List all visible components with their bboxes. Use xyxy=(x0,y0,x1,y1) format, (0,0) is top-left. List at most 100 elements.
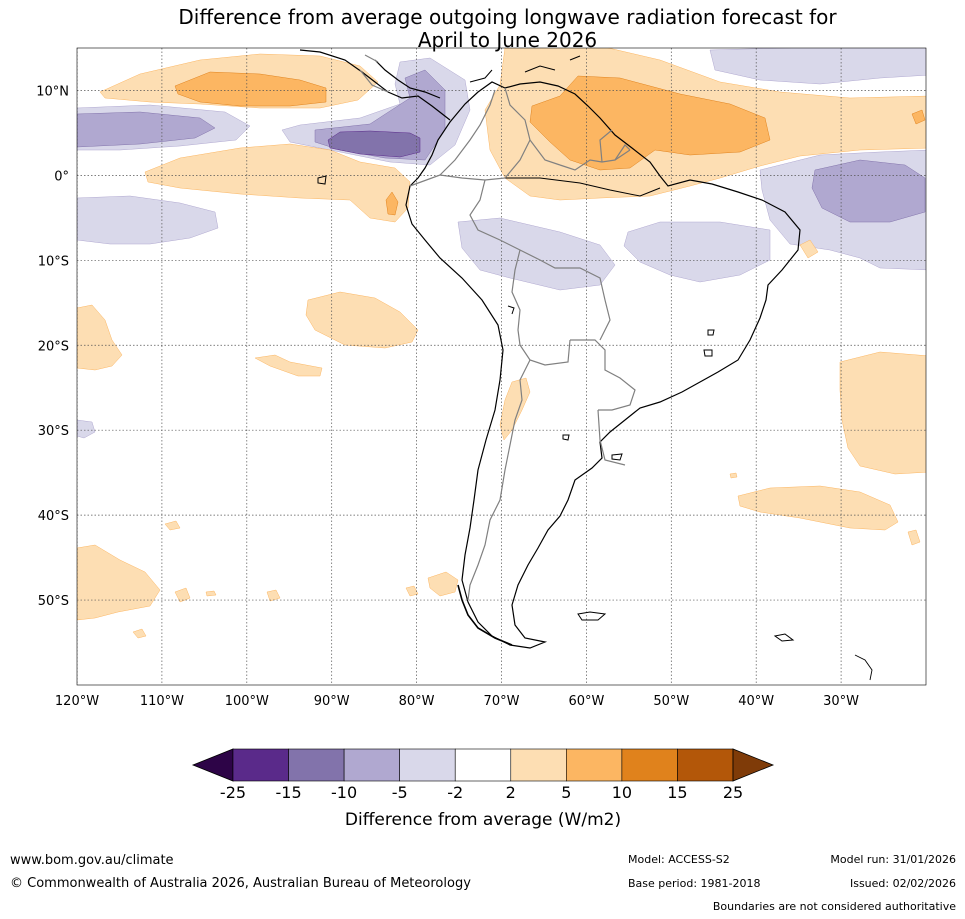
island-coastline xyxy=(577,611,607,621)
positive-anomaly-region xyxy=(132,628,147,639)
colorbar-segment xyxy=(288,748,345,782)
coastlines xyxy=(299,49,873,681)
colorbar-segment xyxy=(566,748,623,782)
colorbar: -25 -15 -10 -5 -2 2 5 10 15 25 xyxy=(191,748,775,802)
map-title-line1: Difference from average outgoing longwav… xyxy=(178,5,837,29)
positive-anomaly-region xyxy=(144,143,411,223)
country-border xyxy=(614,144,631,161)
colorbar-segment xyxy=(621,748,678,782)
island-coastline xyxy=(317,175,327,185)
colorbar-tick-label: 10 xyxy=(612,783,632,802)
positive-anomaly-region xyxy=(174,587,191,603)
country-border xyxy=(504,139,531,179)
caribbean-coastline xyxy=(569,55,581,61)
country-border xyxy=(597,409,626,466)
colorbar-segment xyxy=(677,748,734,782)
island-coastline xyxy=(773,633,795,642)
negative-anomaly-region xyxy=(709,48,926,85)
positive-anomaly-region xyxy=(164,520,181,531)
positive-anomaly-region xyxy=(205,590,217,597)
country-border xyxy=(599,129,613,163)
latitude-label: 30°S xyxy=(38,424,69,439)
positive-anomaly-region xyxy=(405,585,419,597)
longitude-label: 120°W xyxy=(55,694,99,709)
country-border xyxy=(559,149,631,171)
positive-anomaly-region xyxy=(77,544,161,621)
country-border xyxy=(570,339,636,411)
colorbar-title: Difference from average (W/m2) xyxy=(345,810,621,830)
colorbar-segment xyxy=(343,748,400,782)
latitude-label: 50°S xyxy=(38,594,69,609)
footer-copyright: © Commonwealth of Australia 2026, Austra… xyxy=(10,876,471,891)
positive-anomaly-region xyxy=(174,71,327,107)
longitude-label: 100°W xyxy=(225,694,269,709)
longitude-label: 90°W xyxy=(314,694,350,709)
latitude-label: 0° xyxy=(54,169,69,184)
footer-disclaimer: Boundaries are not considered authoritat… xyxy=(712,900,956,913)
longitude-label: 40°W xyxy=(738,694,774,709)
longitude-label: 50°W xyxy=(653,694,689,709)
negative-anomaly-region xyxy=(457,217,616,291)
lake-coastline xyxy=(611,453,623,461)
colorbar-tick-label: -15 xyxy=(275,783,301,802)
colorbar-segment xyxy=(399,748,456,782)
anomaly-field xyxy=(77,48,926,639)
positive-anomaly-region xyxy=(529,75,771,171)
positive-anomaly-region xyxy=(839,351,926,475)
positive-anomaly-region xyxy=(499,377,531,441)
longitude-label: 110°W xyxy=(140,694,184,709)
country-border xyxy=(504,87,561,166)
positive-anomaly-region xyxy=(266,589,281,602)
colorbar-segment xyxy=(232,748,289,782)
country-border xyxy=(409,174,506,187)
negative-anomaly-region xyxy=(77,111,216,148)
central-america-coastline xyxy=(374,59,441,99)
longitude-label: 30°W xyxy=(823,694,859,709)
caribbean-coastline xyxy=(469,69,493,83)
colorbar-segment xyxy=(454,748,512,782)
latitude-label: 20°S xyxy=(38,339,69,354)
country-border xyxy=(439,89,496,176)
country-border xyxy=(364,54,379,63)
lake-coastline xyxy=(562,434,570,441)
colorbar-tick-label: -25 xyxy=(220,783,246,802)
caribbean-coastline xyxy=(524,65,556,73)
country-border xyxy=(359,69,389,93)
colorbar-tick-label: -2 xyxy=(447,783,463,802)
positive-anomaly-region xyxy=(911,109,926,125)
lake-coastline xyxy=(703,349,713,357)
colorbar-tick-label: 25 xyxy=(723,783,743,802)
negative-anomaly-region xyxy=(623,221,771,283)
negative-anomaly-region xyxy=(77,419,96,439)
map-frame xyxy=(76,47,927,686)
island-coastline xyxy=(854,654,873,681)
positive-anomaly-region xyxy=(385,191,399,216)
country-border xyxy=(511,249,571,366)
negative-anomaly-region xyxy=(77,195,219,245)
south-america-coastline xyxy=(405,81,801,649)
footer-model-run: Model run: 31/01/2026 xyxy=(830,853,956,866)
footer-issued: Issued: 02/02/2026 xyxy=(849,877,956,890)
latitude-label: 40°S xyxy=(38,509,69,524)
colorbar-segment xyxy=(510,748,567,782)
colorbar-tick-label: 2 xyxy=(506,783,516,802)
positive-anomaly-region xyxy=(254,354,323,377)
colorbar-tick-label: -5 xyxy=(392,783,408,802)
lake-coastline xyxy=(707,329,715,336)
tierra-del-fuego-coastline xyxy=(457,584,513,646)
country-borders xyxy=(359,54,636,601)
colorbar-under-arrow xyxy=(191,748,234,782)
longitude-label: 80°W xyxy=(399,694,435,709)
positive-anomaly-region xyxy=(737,485,899,531)
lake-coastline xyxy=(507,305,515,315)
longitude-label: 60°W xyxy=(568,694,604,709)
colorbar-tick-label: 15 xyxy=(667,783,687,802)
country-border xyxy=(467,359,531,601)
amazon-river xyxy=(505,177,661,197)
positive-anomaly-region xyxy=(729,472,738,479)
country-border xyxy=(469,179,611,341)
latitude-label: 10°S xyxy=(38,254,69,269)
footer-url: www.bom.gov.au/climate xyxy=(10,853,174,868)
positive-anomaly-region xyxy=(427,571,459,597)
